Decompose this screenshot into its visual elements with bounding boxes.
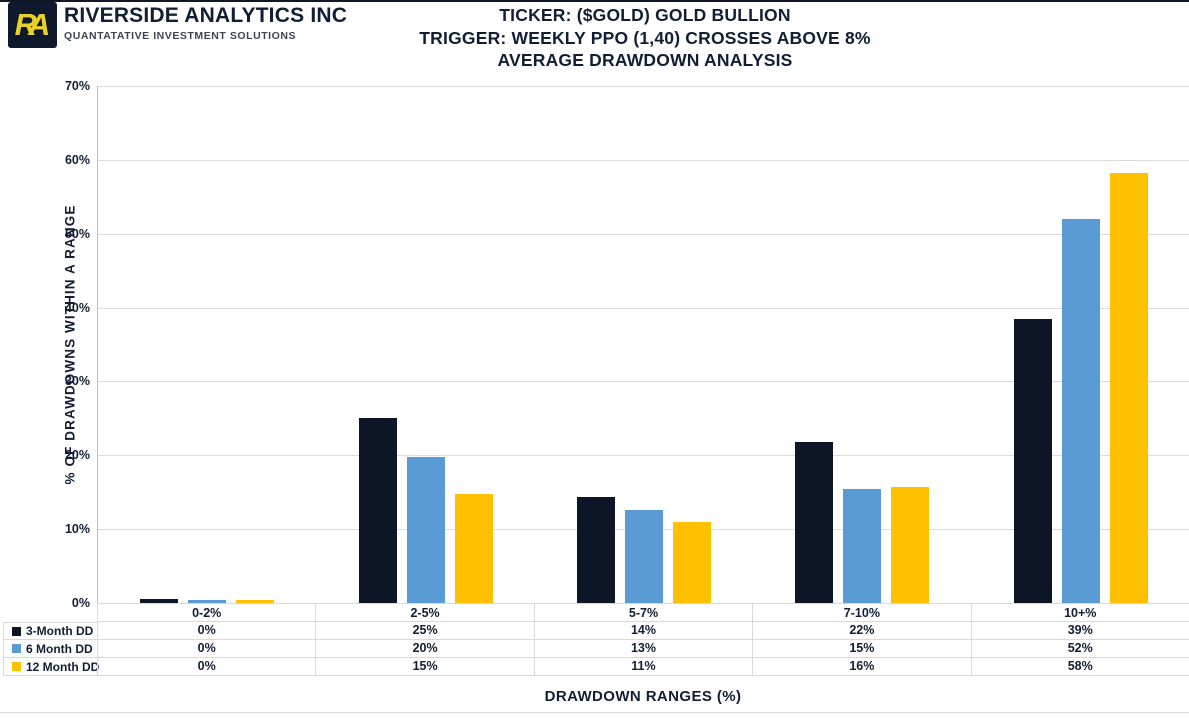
table-value-12-month-dd-0-2%: 0% (97, 658, 316, 676)
y-tick-50%: 50% (64, 226, 90, 241)
table-category-5-7%: 5-7% (533, 603, 753, 622)
company-tagline: QUANTATATIVE INVESTMENT SOLUTIONS (64, 30, 297, 42)
bar-3-month-dd-7-10% (795, 442, 834, 603)
bar-3-month-dd-5-7% (577, 496, 615, 603)
chart-title: TICKER: ($GOLD) GOLD BULLION TRIGGER: WE… (353, 4, 937, 72)
legend-label: 12 Month DD (26, 659, 100, 674)
table-value-3-month-dd-0-2%: 0% (97, 622, 316, 640)
legend-swatch (12, 626, 21, 636)
plot-area (97, 86, 1189, 603)
x-axis-title: DRAWDOWN RANGES (%) (544, 688, 742, 705)
gridline-30% (98, 381, 1189, 383)
table-value-6-month-dd-7-10%: 15% (752, 640, 971, 658)
bar-6-month-dd-10+% (1061, 218, 1100, 603)
top-accent-bar (0, 0, 1189, 2)
y-tick-70%: 70% (64, 79, 90, 93)
data-table: 0-2% 2-5% 5-7% 7-10% 10+% 3-Month DD 0% 25% 14% 2… (3, 603, 1189, 676)
logo-monogram: RA (14, 7, 51, 42)
y-axis-title: % OF DRAWDOWNS WITHIN A RANGE (62, 204, 78, 485)
bar-6-month-dd-5-7% (625, 509, 663, 603)
bar-12-month-dd-0-2% (236, 600, 275, 603)
y-tick-0%: 0% (71, 596, 90, 610)
company-name: RIVERSIDE ANALYTICS INC (64, 4, 348, 27)
table-category-row: 0-2% 2-5% 5-7% 7-10% 10+% (3, 603, 1189, 622)
table-value-6-month-dd-10+%: 52% (970, 640, 1189, 658)
bar-12-month-dd-5-7% (673, 521, 711, 603)
bar-12-month-dd-2-5% (454, 494, 493, 603)
table-value-12-month-dd-7-10%: 16% (752, 658, 971, 676)
bar-3-month-dd-0-2% (140, 599, 179, 603)
y-tick-30%: 30% (64, 374, 90, 389)
gridline-70% (98, 86, 1189, 87)
legend-item-6-month-dd: 6 Month DD (3, 640, 97, 658)
y-tick-40%: 40% (64, 300, 90, 315)
bar-6-month-dd-2-5% (406, 456, 445, 603)
table-category-0-2%: 0-2% (97, 603, 316, 622)
brand-header: RA RIVERSIDE ANALYTICS INC QUANTATATIVE … (8, 2, 347, 48)
table-value-6-month-dd-0-2%: 0% (97, 640, 316, 658)
y-tick-60%: 60% (64, 152, 90, 167)
table-value-6-month-dd-2-5%: 20% (315, 640, 534, 658)
legend-label: 6 Month DD (26, 641, 93, 656)
bar-6-month-dd-0-2% (188, 600, 227, 603)
legend-swatch (12, 644, 21, 653)
bar-12-month-dd-7-10% (891, 487, 930, 603)
chart-title-line-3: AVERAGE DRAWDOWN ANALYSIS (497, 50, 793, 70)
bar-3-month-dd-10+% (1013, 318, 1052, 603)
table-category-10+%: 10+% (970, 603, 1189, 622)
gridline-20% (98, 455, 1189, 457)
chart-title-line-2: TRIGGER: WEEKLY PPO (1,40) CROSSES ABOVE… (419, 27, 871, 48)
bar-3-month-dd-2-5% (358, 418, 397, 603)
brand-text: RIVERSIDE ANALYTICS INC QUANTATATIVE INV… (64, 2, 347, 42)
bar-6-month-dd-7-10% (843, 489, 882, 603)
gridline-40% (98, 307, 1189, 309)
table-value-3-month-dd-7-10%: 22% (752, 622, 971, 640)
table-value-12-month-dd-2-5%: 15% (315, 658, 534, 676)
table-value-3-month-dd-5-7%: 14% (533, 622, 753, 640)
legend-item-12-month-dd: 12 Month DD (3, 658, 100, 676)
gridline-50% (98, 233, 1189, 235)
table-value-12-month-dd-5-7%: 11% (533, 658, 753, 676)
table-category-2-5%: 2-5% (315, 603, 534, 622)
table-value-3-month-dd-10+%: 39% (970, 622, 1189, 640)
chart-title-line-1: TICKER: ($GOLD) GOLD BULLION (499, 5, 791, 25)
y-tick-20%: 20% (64, 448, 90, 463)
table-value-3-month-dd-2-5%: 25% (315, 622, 534, 640)
table-category-7-10%: 7-10% (752, 603, 971, 622)
legend-swatch (12, 662, 21, 671)
legend-item-3-month-dd: 3-Month DD (3, 622, 97, 640)
table-value-6-month-dd-5-7%: 13% (533, 640, 753, 658)
legend-label: 3-Month DD (26, 624, 94, 638)
bar-12-month-dd-10+% (1109, 173, 1148, 603)
y-tick-10%: 10% (64, 522, 90, 537)
gridline-60% (98, 159, 1189, 161)
table-row-3-month-dd: 3-Month DD 0% 25% 14% 22% 39% (3, 622, 1189, 640)
table-value-12-month-dd-10+%: 58% (970, 658, 1189, 676)
company-logo: RA (8, 2, 57, 48)
table-row-6-month-dd: 6 Month DD 0% 20% 13% 15% 52% (3, 640, 1189, 658)
bottom-divider (0, 712, 1189, 713)
table-row-12-month-dd: 12 Month DD 0% 15% 11% 16% 58% (3, 658, 1189, 676)
